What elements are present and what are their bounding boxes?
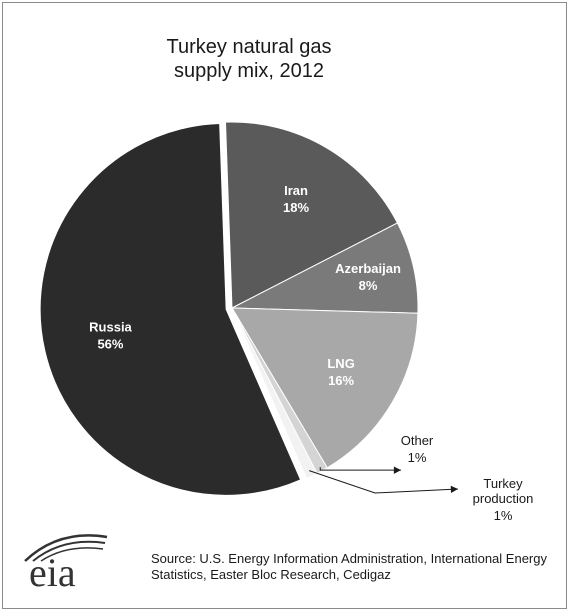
slice-value-russia: 56% [97, 337, 123, 352]
leader-turkey-production [309, 470, 459, 494]
pie-slice-iran [224, 121, 399, 309]
slice-value-azerbaijan: 8% [359, 278, 378, 293]
leader-other-arrowhead [393, 466, 401, 474]
pie-slice-azerbaijan [231, 222, 419, 314]
slice-value-iran: 18% [283, 200, 309, 215]
chart-title-line-1: Turkey natural gas [167, 36, 332, 58]
pie-chart: Turkey natural gas supply mix, 2012 Iran… [39, 36, 534, 523]
pie-slice-lng [231, 307, 419, 469]
slice-label-azerbaijan: Azerbaijan [335, 261, 401, 276]
chart-title-line-2: supply mix, 2012 [174, 60, 324, 82]
slice-value-other: 1% [408, 450, 427, 465]
slice-label-turkey-production-line-1: Turkey [483, 476, 523, 491]
slice-label-lng: LNG [327, 356, 354, 371]
leader-other [319, 467, 401, 471]
eia-logo-text: eia [29, 550, 76, 591]
pie-slice-russia [39, 122, 302, 496]
chart-frame: Turkey natural gas supply mix, 2012 Iran… [2, 2, 567, 609]
slice-label-russia: Russia [89, 320, 132, 335]
slice-value-lng: 16% [328, 373, 354, 388]
slice-label-other: Other [401, 433, 434, 448]
leader-turkey-production-arrowhead [450, 485, 458, 493]
slice-label-iran: Iran [284, 183, 308, 198]
slice-value-turkey-production: 1% [494, 508, 513, 523]
eia-logo-icon: eia [24, 534, 108, 591]
source-note: Source: U.S. Energy Information Administ… [151, 551, 547, 582]
slice-label-turkey-production-line-2: production [473, 491, 534, 506]
